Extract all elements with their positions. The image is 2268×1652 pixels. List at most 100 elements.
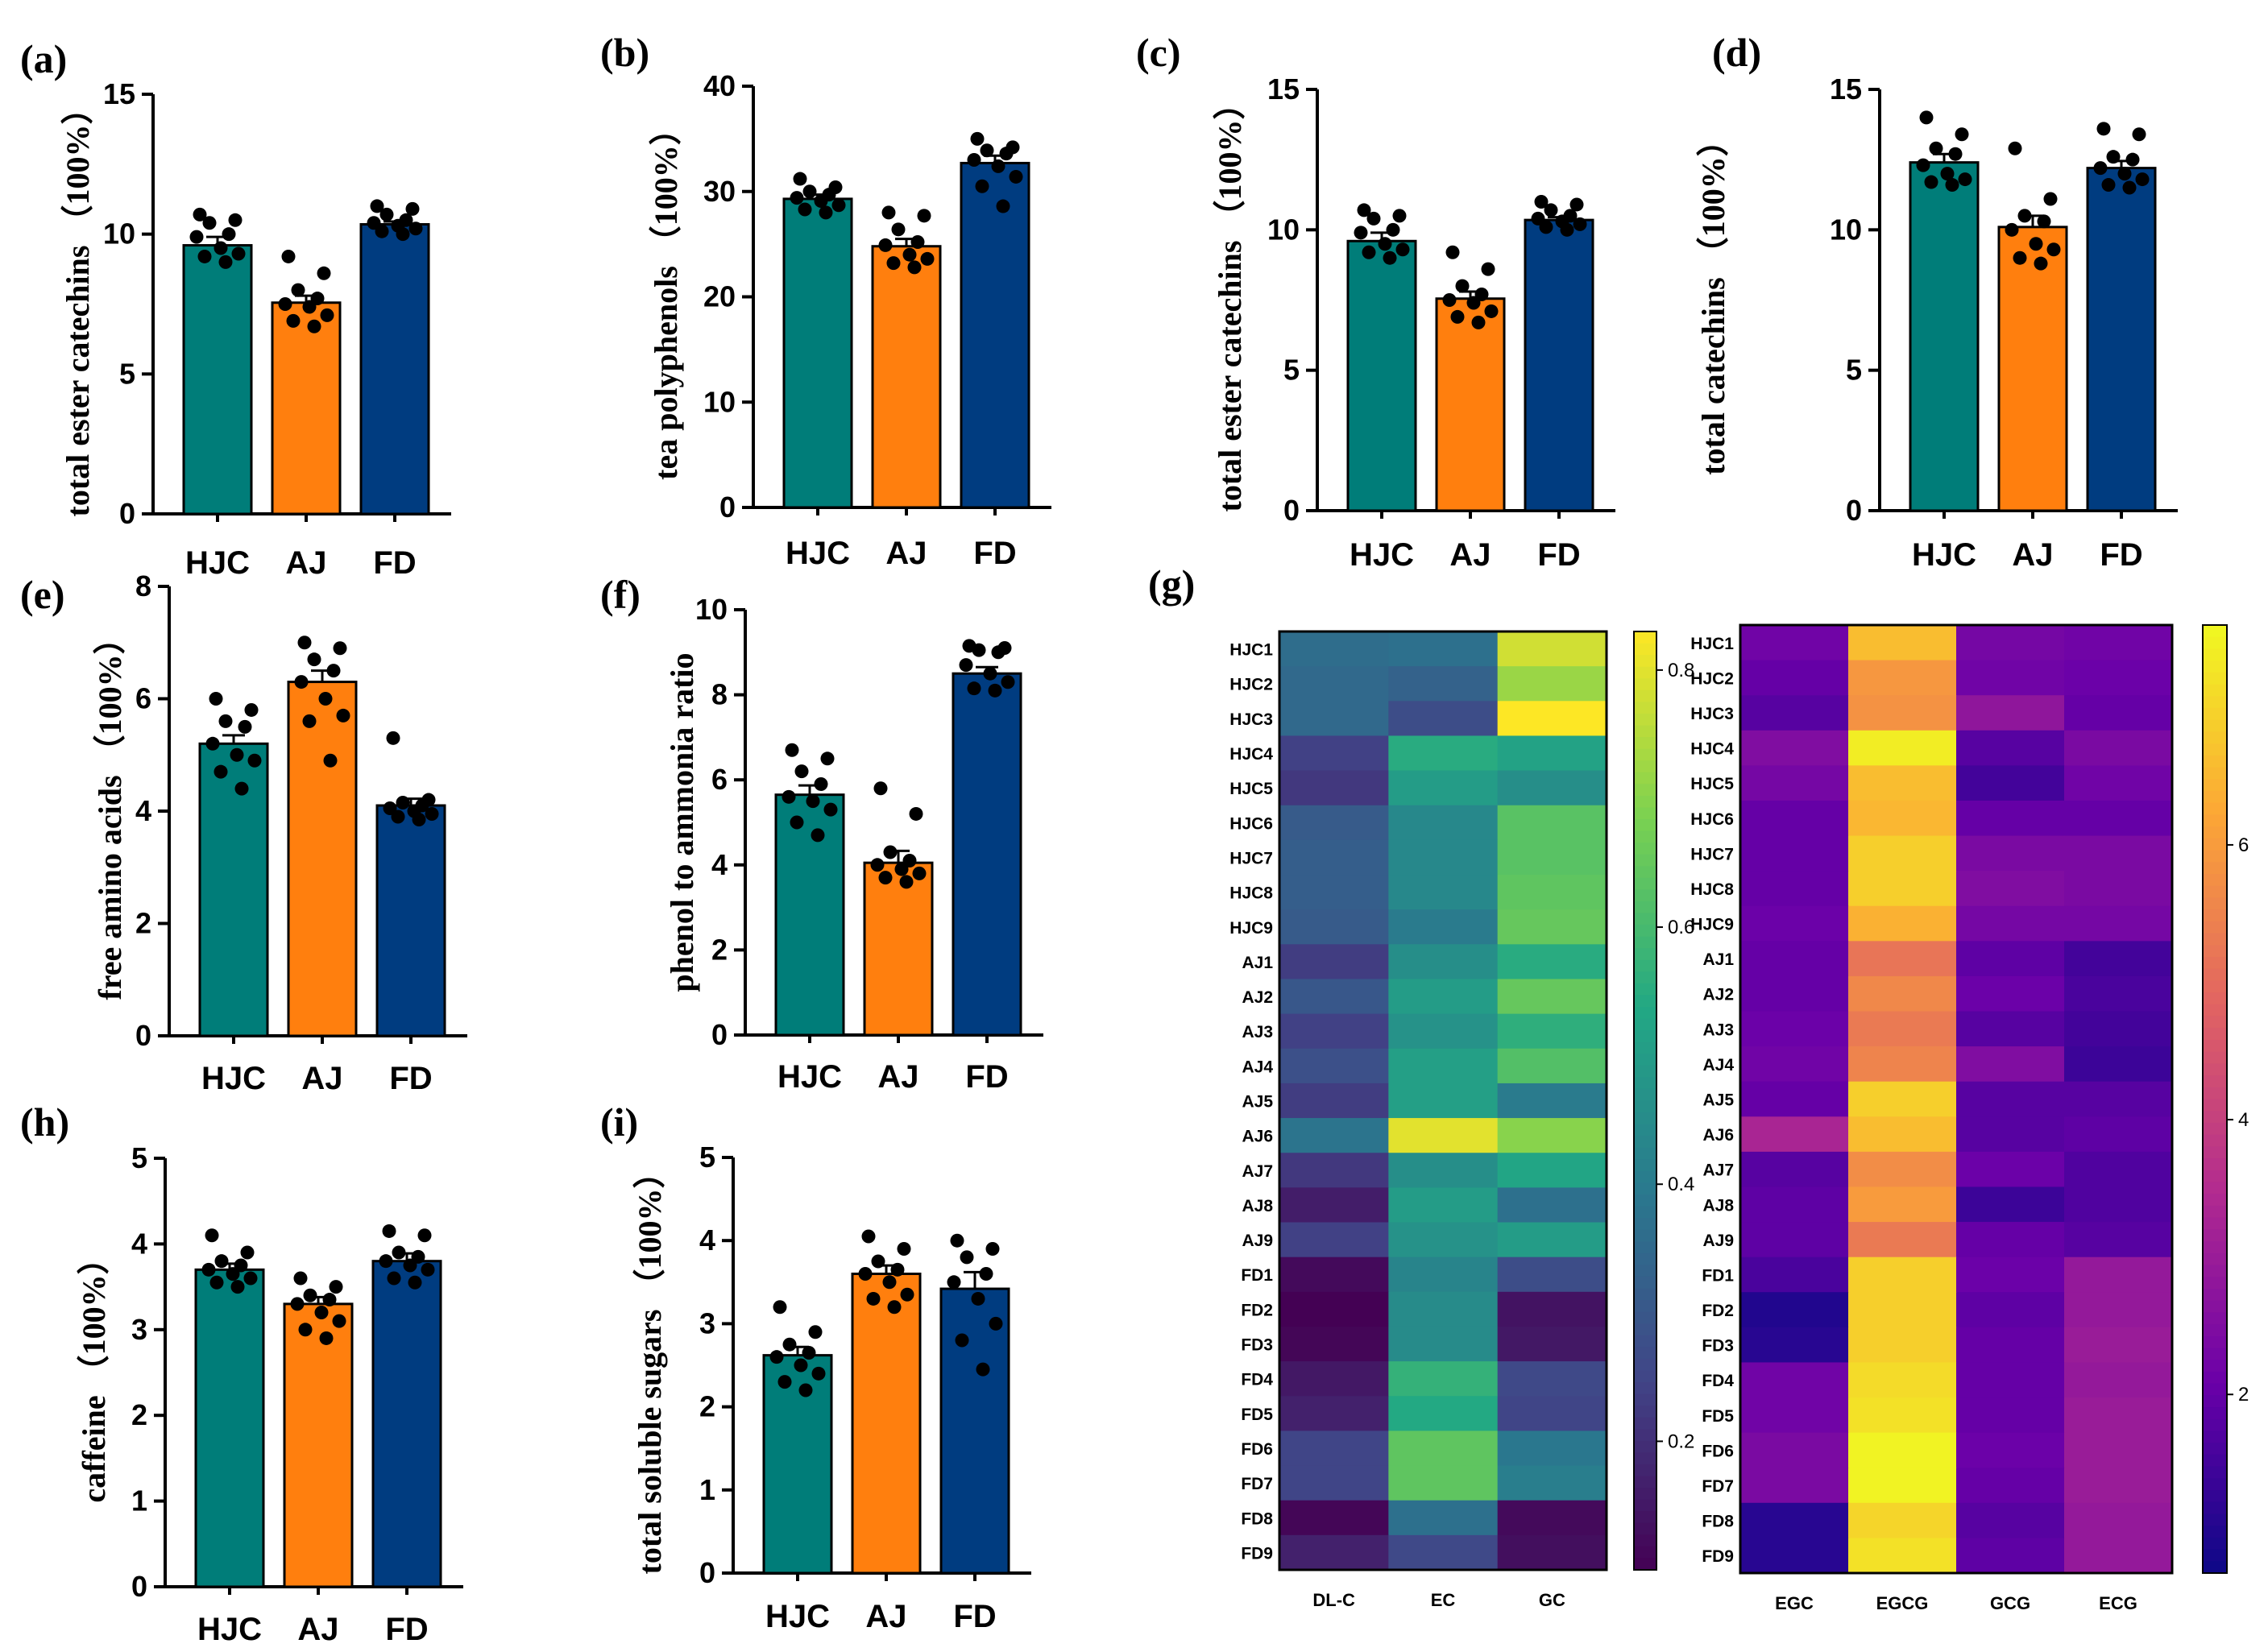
data-point-HJC: [218, 714, 233, 728]
y-tick-label: 2: [711, 933, 728, 966]
heatmap-cell: [1388, 1534, 1499, 1571]
row-label: AJ8: [1242, 1197, 1273, 1215]
data-point-HJC: [1395, 242, 1410, 257]
colorbar-segment: [2203, 648, 2227, 661]
x-tick-label-AJ: AJ: [877, 1059, 918, 1095]
data-point-AJ: [881, 205, 896, 220]
heatmap-cell: [2064, 1432, 2173, 1468]
heatmap-cell: [2064, 730, 2173, 766]
data-point-FD: [959, 658, 973, 673]
y-tick-label: 40: [703, 69, 736, 102]
y-tick-label: 4: [135, 794, 151, 827]
data-point-HJC: [798, 202, 812, 217]
data-point-FD: [980, 143, 994, 158]
heatmap-cell: [1956, 1257, 2065, 1293]
colorbar-segment: [2203, 826, 2227, 839]
heatmap-cell: [1956, 1468, 2065, 1504]
colorbar-segment: [2203, 1466, 2227, 1479]
data-point-HJC: [1916, 158, 1930, 172]
colorbar-segment: [1634, 1007, 1656, 1020]
row-label: AJ4: [1242, 1058, 1273, 1076]
row-label: AJ2: [1242, 988, 1273, 1007]
heatmap-cell: [2064, 941, 2173, 977]
heatmap-cell: [2064, 1292, 2173, 1328]
heatmap-cell: [2064, 660, 2173, 696]
colorbar-segment: [2203, 909, 2227, 922]
heatmap-cell: [1956, 1116, 2065, 1153]
row-label: AJ9: [1242, 1232, 1273, 1250]
data-point-HJC: [819, 205, 833, 220]
colorbar-segment: [1634, 1054, 1656, 1066]
heatmap-cell: [1388, 1118, 1499, 1153]
heatmap-cell: [1956, 1046, 2065, 1083]
y-tick-label: 0: [119, 497, 135, 530]
data-point-AJ: [2037, 214, 2051, 229]
bar-AJ: [283, 1302, 354, 1588]
data-point-HJC: [1945, 178, 1959, 193]
colorbar-segment: [1634, 631, 1656, 644]
data-point-HJC: [814, 194, 828, 209]
heatmap-cell: [1848, 975, 1957, 1012]
data-point-AJ: [307, 652, 321, 667]
y-tick-label: 3: [699, 1306, 715, 1339]
colorbar-segment: [2203, 1418, 2227, 1432]
data-point-FD: [382, 1223, 396, 1238]
bar-AJ: [287, 681, 358, 1037]
y-tick-label: 15: [103, 77, 135, 110]
colorbar-segment: [1634, 784, 1656, 797]
y-tick-label: 2: [135, 907, 151, 940]
data-point-FD: [960, 1250, 974, 1265]
heatmap-cell: [1388, 979, 1499, 1015]
data-point-FD: [1009, 169, 1023, 184]
data-point-HJC: [209, 692, 223, 706]
data-point-AJ: [314, 1306, 329, 1320]
colorbar-segment: [2203, 956, 2227, 970]
bar-chart-c: (c) total ester catechins （100%） 0 5 10 15 HJC…: [1136, 30, 1615, 573]
bar-chart-i: (i) total soluble sugars （100%） 0 1 2 3 4 5 HJC A…: [600, 1099, 1031, 1634]
colorbar-segment: [1634, 1030, 1656, 1043]
row-label: HJC3: [1690, 705, 1734, 723]
heatmap-cell: [2064, 1362, 2173, 1398]
y-tick-label: 5: [119, 357, 135, 390]
colorbar-segment: [2203, 1478, 2227, 1491]
colorbar-segment: [1634, 1358, 1656, 1372]
data-point-AJ: [902, 247, 917, 262]
heatmap-cell: [1388, 1361, 1499, 1397]
colorbar-segment: [2203, 1549, 2227, 1562]
data-point-FD: [976, 1362, 990, 1377]
data-point-FD: [379, 1254, 393, 1269]
bar-AJ: [1997, 226, 2068, 512]
heatmap-cell: [1497, 1396, 1607, 1432]
row-label: FD9: [1702, 1547, 1734, 1566]
heatmap-cell: [1740, 1257, 1849, 1293]
data-point-HJC: [205, 1228, 219, 1243]
data-point-FD: [403, 1258, 417, 1273]
heatmap-cell: [1388, 1326, 1499, 1362]
data-point-AJ: [2034, 256, 2048, 271]
heatmap-cell: [1497, 839, 1607, 876]
data-point-HJC: [1929, 141, 1943, 155]
data-point-HJC: [201, 1262, 216, 1277]
heatmap-cell: [1848, 905, 1957, 942]
data-point-HJC: [820, 751, 835, 766]
data-point-HJC: [811, 1366, 826, 1381]
data-point-FD: [1569, 197, 1584, 212]
heatmap-cell: [1848, 1081, 1957, 1117]
data-point-HJC: [1958, 172, 1972, 187]
y-axis-label: phenol to ammonia ratio: [664, 652, 700, 992]
data-point-FD: [967, 153, 981, 168]
data-point-AJ: [318, 692, 333, 706]
heatmap-cell: [1279, 735, 1389, 772]
colorbar-segment: [2203, 790, 2227, 804]
data-point-AJ: [1455, 279, 1470, 293]
colorbar-segment: [2203, 1170, 2227, 1183]
colorbar-segment: [1634, 1499, 1656, 1512]
colorbar-segment: [1634, 983, 1656, 996]
row-label: FD4: [1241, 1371, 1273, 1389]
data-point-HJC: [1386, 222, 1400, 237]
heatmap-cell: [1848, 1011, 1957, 1047]
heatmap-cell: [1388, 1500, 1499, 1536]
x-tick-label-FD: FD: [965, 1059, 1008, 1095]
colorbar-segment: [1634, 1393, 1656, 1406]
x-tick-label-HJC: HJC: [765, 1599, 830, 1634]
